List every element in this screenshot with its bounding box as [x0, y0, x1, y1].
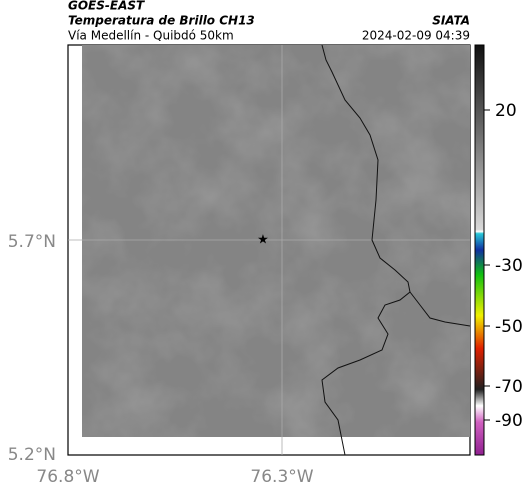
- lat-label: 5.2°N: [8, 445, 56, 465]
- map-area: ★: [67, 44, 471, 456]
- lon-label: 76.3°W: [250, 467, 313, 487]
- title: GOES-EAST: [68, 0, 145, 13]
- border-line: [409, 291, 471, 327]
- location-star: ★: [257, 233, 269, 248]
- lat-label: 5.7°N: [8, 232, 56, 252]
- colorbar-label: -90: [495, 411, 523, 431]
- source: SIATA: [432, 14, 470, 28]
- datetime: 2024-02-09 04:39: [362, 29, 470, 43]
- colorbar-scale: [474, 44, 485, 456]
- colorbar: 20 -30 -50 -70 -90: [474, 44, 523, 456]
- colorbar-label: -30: [495, 256, 523, 276]
- colorbar-label: -70: [495, 377, 523, 397]
- lon-label: 76.8°W: [36, 467, 99, 487]
- colorbar-label: 20: [495, 101, 517, 121]
- colorbar-label: -50: [495, 317, 523, 337]
- location: Vía Medellín - Quibdó 50km: [68, 29, 234, 43]
- border-line: [321, 44, 411, 456]
- subtitle: Temperatura de Brillo CH13: [68, 14, 255, 28]
- cloud-texture: [82, 45, 470, 437]
